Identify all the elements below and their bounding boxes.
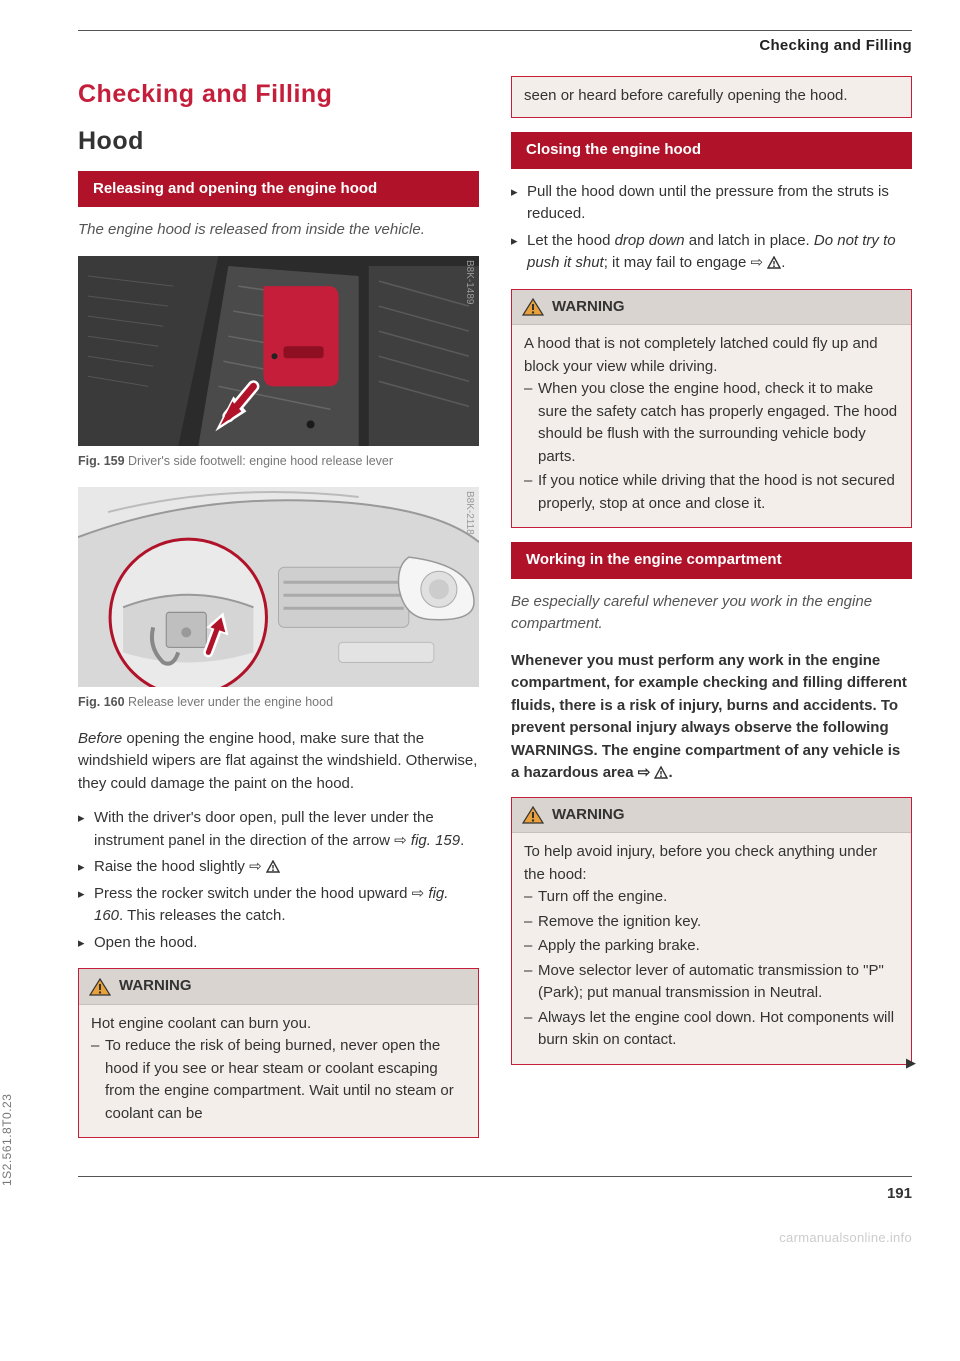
step-1-after: . [460,832,464,849]
warning-2-item-1: When you close the engine hood, check it… [524,378,899,468]
warning-triangle-icon [654,766,668,779]
warning-box-1: WARNING Hot engine coolant can burn you.… [78,968,479,1138]
figure-160-tag: B8K-2118 [462,491,477,535]
warning-3-item-4: Move selector lever of automatic transmi… [524,960,899,1005]
closing-step-1: Pull the hood down until the pressure fr… [511,181,912,226]
chapter-title: Checking and Filling [78,76,479,114]
closing-step-2: Let the hood drop down and latch in plac… [511,230,912,275]
page-number: 191 [887,1185,912,1202]
warning-1-lead: Hot engine coolant can burn you. [91,1013,466,1036]
warning-triangle-icon [89,977,111,997]
warning-box-1-continued: seen or heard before carefully opening t… [511,76,912,119]
warning-1-list: To reduce the risk of being burned, neve… [91,1035,466,1125]
step-3: Press the rocker switch under the hood u… [78,883,479,928]
warning-1-header: WARNING [79,969,478,1005]
warning-1-cont-text: seen or heard before carefully opening t… [524,87,848,104]
warning-3-body: To help avoid injury, before you check a… [512,833,911,1064]
left-column: Checking and Filling Hood Releasing and … [78,76,479,1153]
warning-2-lead: A hood that is not completely latched co… [524,333,899,378]
warning-2-title: WARNING [552,296,625,319]
bold-paragraph: Whenever you must perform any work in th… [511,650,912,785]
figure-159-illustration [78,256,479,446]
figure-160-caption: Fig. 160 Release lever under the engine … [78,693,479,712]
warning-3-lead: To help avoid injury, before you check a… [524,841,899,886]
warning-3-item-1: Turn off the engine. [524,886,899,909]
before-opening-text: Before opening the engine hood, make sur… [78,728,479,796]
warning-triangle-icon [266,860,280,873]
subsection-banner-releasing: Releasing and opening the engine hood [78,171,479,208]
warning-1-cont-body: seen or heard before carefully opening t… [512,77,911,118]
warning-1-body: Hot engine coolant can burn you. To redu… [79,1005,478,1138]
running-header: Checking and Filling [78,35,912,58]
bold-paragraph-text: Whenever you must perform any work in th… [511,652,907,782]
top-rule [78,30,912,31]
step-2: Raise the hood slightly ⇨ [78,856,479,879]
step-4: Open the hood. [78,932,479,955]
warning-3-header: WARNING [512,798,911,834]
warning-2-item-2: If you notice while driving that the hoo… [524,470,899,515]
figure-160-illustration [78,487,479,688]
step-3-after: . This releases the catch. [119,907,285,924]
closing-step-2-pre: Let the hood [527,232,615,249]
warning-3-title: WARNING [552,804,625,827]
closing-step-2-tail: . [781,254,785,271]
section-title-hood: Hood [78,123,479,161]
figure-159-tag: B8K-1489 [462,260,477,304]
closing-step-2-after: ; it may fail to engage ⇨ [604,254,767,271]
page-footer: 191 [78,1176,912,1206]
right-column: seen or heard before carefully opening t… [511,76,912,1153]
bold-paragraph-tail: . [668,764,672,781]
page: Checking and Filling Checking and Fillin… [0,0,960,1266]
figure-159: B8K-1489 [78,256,479,446]
opening-steps-list: With the driver's door open, pull the le… [78,807,479,954]
step-1: With the driver's door open, pull the le… [78,807,479,852]
closing-step-2-mid: and latch in place. [685,232,814,249]
two-column-layout: Checking and Filling Hood Releasing and … [78,76,912,1153]
warning-triangle-icon [767,256,781,269]
warning-1-item-1: To reduce the risk of being burned, neve… [91,1035,466,1125]
warning-3-item-5: Always let the engine cool down. Hot com… [524,1007,899,1052]
warning-3-list: Turn off the engine. Remove the ignition… [524,886,899,1052]
step-1-text: With the driver's door open, pull the le… [94,809,434,849]
figure-160-caption-text: Release lever under the engine hood [125,695,333,709]
step-1-ref: fig. 159 [411,832,460,849]
warning-1-title: WARNING [119,975,192,998]
warning-triangle-icon [522,297,544,317]
figure-160-caption-number: Fig. 160 [78,695,125,709]
figure-159-caption-number: Fig. 159 [78,454,125,468]
step-2-text: Raise the hood slightly ⇨ [94,858,266,875]
warning-2-header: WARNING [512,290,911,326]
watermark: carmanualsonline.info [779,1228,912,1248]
intro-text: The engine hood is released from inside … [78,219,479,242]
warning-box-3: WARNING To help avoid injury, before you… [511,797,912,1065]
closing-step-2-em1: drop down [615,232,685,249]
subsection-banner-working: Working in the engine compartment [511,542,912,579]
continue-arrow-icon: ▶ [906,1053,916,1073]
document-id-side-label: 1S2.561.8T0.23 [0,1094,16,1186]
warning-triangle-icon [522,805,544,825]
warning-2-list: When you close the engine hood, check it… [524,378,899,515]
step-3-text: Press the rocker switch under the hood u… [94,885,428,902]
figure-159-caption: Fig. 159 Driver's side footwell: engine … [78,452,479,471]
subsection-banner-closing: Closing the engine hood [511,132,912,169]
before-word: Before [78,730,122,747]
figure-159-caption-text: Driver's side footwell: engine hood rele… [125,454,394,468]
figure-160: B8K-2118 [78,487,479,688]
warning-3-item-3: Apply the parking brake. [524,935,899,958]
working-intro: Be especially careful whenever you work … [511,591,912,636]
warning-box-2: WARNING A hood that is not completely la… [511,289,912,529]
before-rest: opening the engine hood, make sure that … [78,730,477,792]
closing-steps-list: Pull the hood down until the pressure fr… [511,181,912,275]
warning-2-body: A hood that is not completely latched co… [512,325,911,527]
warning-3-item-2: Remove the ignition key. [524,911,899,934]
